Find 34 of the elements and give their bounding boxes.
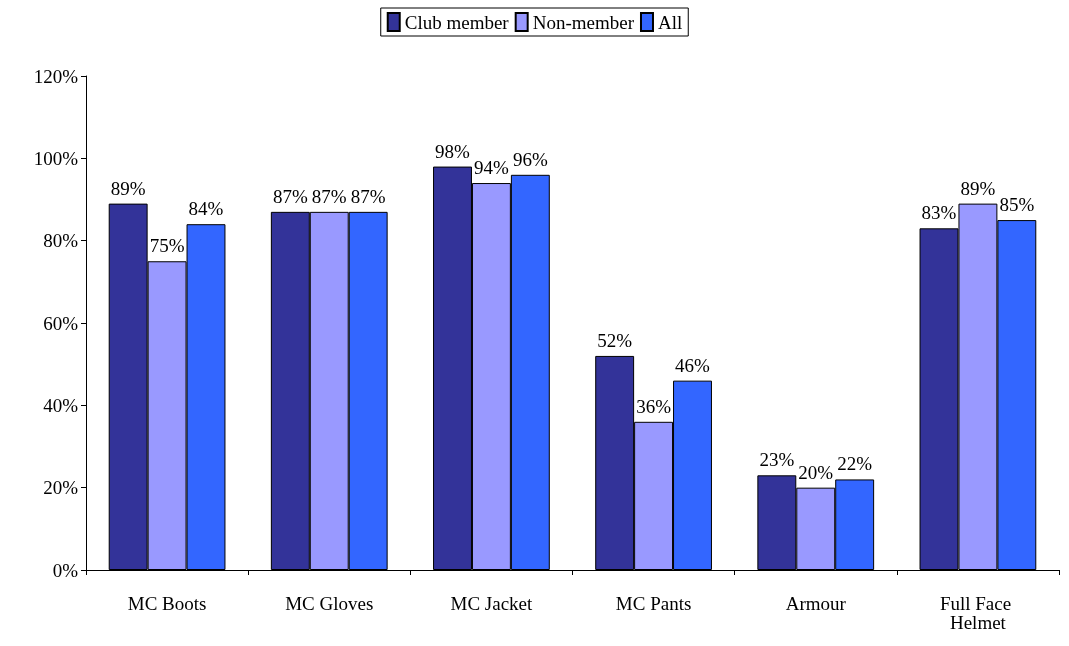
x-tick-label: MC Gloves [285, 593, 374, 614]
y-tick-label: 40% [43, 394, 79, 416]
data-label: 52% [597, 329, 633, 351]
data-label: 89% [960, 177, 996, 199]
data-label: 83% [921, 202, 957, 224]
y-tick-label: 120% [33, 65, 79, 87]
legend-label: All [657, 11, 683, 33]
data-label: 87% [311, 185, 347, 207]
y-tick-label: 80% [43, 230, 79, 252]
data-label: 94% [474, 157, 509, 179]
data-label: 84% [188, 198, 224, 220]
x-tick-label: MC Pants [615, 593, 692, 614]
y-tick-label: 20% [43, 477, 79, 499]
y-tick-label: 0% [52, 559, 79, 581]
data-label: 87% [272, 185, 308, 207]
data-label: 46% [675, 354, 711, 376]
y-tick-label: 100% [33, 147, 79, 169]
x-tick-label: Full Face Helmet [939, 593, 1016, 633]
data-label: 22% [837, 453, 873, 475]
data-label: 20% [798, 461, 834, 483]
data-label: 89% [110, 177, 146, 199]
data-label: 98% [435, 140, 471, 162]
legend-label: Non-member [532, 11, 635, 33]
data-label: 36% [636, 395, 672, 417]
data-label: 87% [350, 185, 386, 207]
data-label: 85% [999, 194, 1035, 216]
legend-label: Club member [404, 11, 510, 33]
x-tick-label: MC Jacket [450, 593, 534, 614]
data-label: 23% [759, 449, 795, 471]
x-tick-label: MC Boots [127, 593, 207, 614]
x-tick-label: Armour [785, 593, 847, 614]
data-label: 96% [512, 148, 548, 170]
data-label: 75% [149, 235, 185, 257]
y-tick-label: 60% [43, 312, 79, 334]
